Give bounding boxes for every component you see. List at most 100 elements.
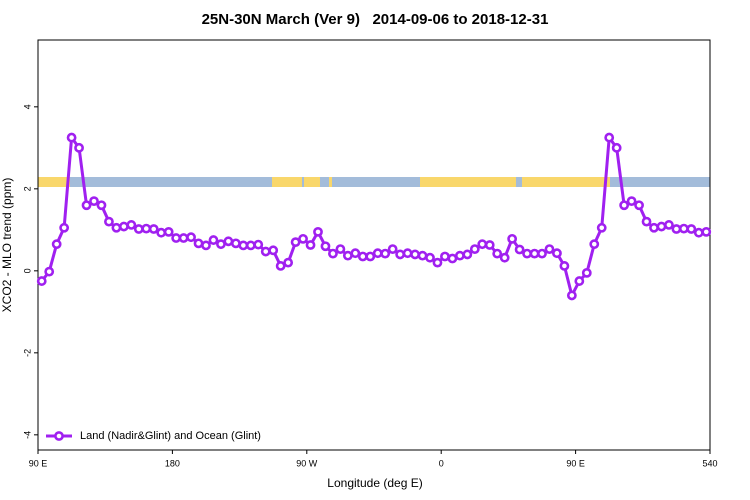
data-point <box>410 249 420 260</box>
data-point <box>283 257 294 268</box>
data-point <box>66 132 77 143</box>
y-tick-label: -4 <box>22 431 32 439</box>
data-point <box>305 240 316 250</box>
data-point <box>171 233 182 243</box>
data-point <box>357 251 368 262</box>
data-point <box>484 240 495 250</box>
x-tick-label: 180 <box>165 458 180 468</box>
data-point <box>678 223 689 234</box>
data-point <box>492 248 503 259</box>
data-point <box>499 252 510 263</box>
data-point <box>641 216 652 227</box>
data-point <box>537 248 547 259</box>
data-point <box>186 232 196 243</box>
series-line <box>40 133 707 300</box>
data-point <box>290 237 301 248</box>
data-point <box>514 244 525 255</box>
data-point <box>350 248 361 259</box>
legend-marker <box>54 431 64 441</box>
data-point <box>163 226 174 237</box>
data-point <box>552 248 562 259</box>
data-point <box>193 238 204 249</box>
data-point <box>634 200 644 211</box>
data-point <box>387 244 398 254</box>
data-point <box>298 233 308 244</box>
data-point <box>626 196 637 207</box>
data-point <box>447 253 458 264</box>
data-point <box>201 240 211 251</box>
land-ocean-band <box>38 177 710 187</box>
data-point <box>372 248 383 259</box>
data-point <box>126 220 137 230</box>
land-band <box>329 177 332 187</box>
data-point <box>604 132 615 143</box>
data-point <box>104 216 114 227</box>
data-point <box>469 244 480 254</box>
x-tick-label: 540 <box>702 458 717 468</box>
data-point <box>619 200 630 211</box>
data-point <box>380 248 391 259</box>
data-point <box>693 227 704 238</box>
data-point <box>402 248 413 259</box>
data-point <box>611 142 622 153</box>
plot-frame <box>37 39 711 451</box>
data-point <box>581 267 592 278</box>
data-point <box>559 261 570 271</box>
data-point <box>44 266 55 277</box>
data-point <box>440 251 450 262</box>
y-axis-label: XCO2 - MLO trend (ppm) <box>0 178 14 313</box>
land-band <box>272 177 302 187</box>
chart-title: 25N-30N March (Ver 9) 2014-09-06 to 2018… <box>202 11 549 28</box>
data-point <box>477 239 488 250</box>
data-point <box>156 227 167 238</box>
land-band <box>420 177 516 187</box>
data-point <box>81 200 92 211</box>
data-point <box>223 236 234 247</box>
data-point <box>118 221 129 232</box>
data-point <box>335 244 346 254</box>
data-point <box>178 233 189 243</box>
data-point <box>133 224 144 234</box>
data-point <box>395 249 406 260</box>
data-point <box>574 276 585 286</box>
legend-label: Land (Nadir&Glint) and Ocean (Glint) <box>80 430 261 442</box>
y-tick-label: 0 <box>22 268 32 273</box>
x-axis-label: Longitude (deg E) <box>327 476 422 490</box>
x-tick-label: 90 E <box>566 458 585 468</box>
data-point <box>74 142 84 153</box>
data-point <box>365 251 376 262</box>
data-point <box>245 240 256 251</box>
data-point <box>432 257 443 268</box>
data-point <box>216 239 226 250</box>
data-point <box>313 226 323 237</box>
data-point <box>342 250 353 261</box>
land-band <box>38 177 70 187</box>
data-point <box>328 248 338 259</box>
data-point <box>417 250 428 261</box>
data-point <box>59 222 70 233</box>
data-point <box>664 220 674 230</box>
data-point <box>596 222 607 233</box>
data-point <box>51 239 62 250</box>
data-point <box>141 223 152 234</box>
data-point <box>671 224 682 234</box>
data-point <box>544 244 555 254</box>
y-tick-label: -2 <box>22 349 32 357</box>
data-point <box>425 252 435 263</box>
y-tick-label: 4 <box>22 104 32 109</box>
data-point <box>268 245 279 256</box>
data-point <box>36 276 47 286</box>
data-point <box>566 290 577 301</box>
x-tick-label: 90 W <box>296 458 318 468</box>
data-point <box>148 224 159 234</box>
y-tick-label: 2 <box>22 186 32 191</box>
land-band <box>304 177 320 187</box>
land-band <box>522 177 610 187</box>
data-point <box>462 249 473 260</box>
data-point <box>238 240 249 251</box>
data-point <box>320 241 331 252</box>
data-point <box>522 248 532 259</box>
data-point <box>208 235 219 245</box>
data-point <box>260 246 271 257</box>
